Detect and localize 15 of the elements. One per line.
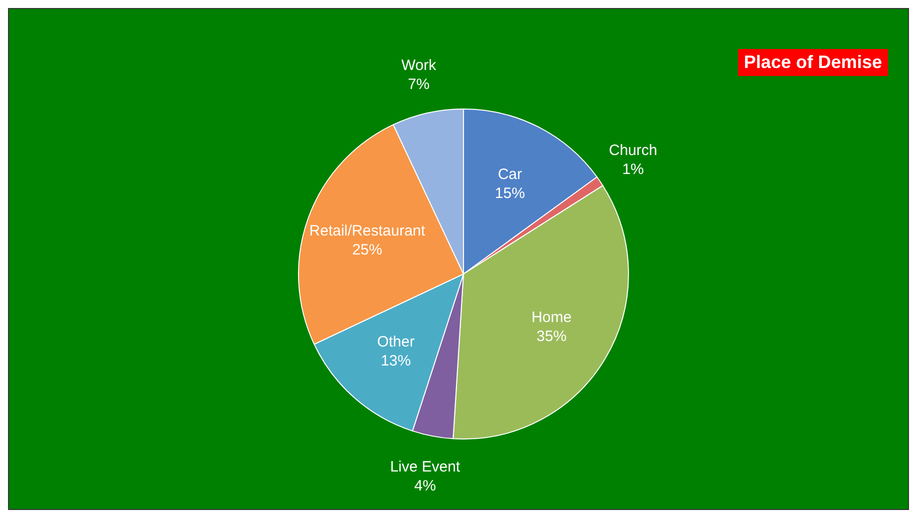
text: Place of Demise <box>738 49 888 76</box>
data-label: 15% <box>494 184 525 202</box>
data-label: 13% <box>380 352 411 370</box>
slice-label: Church <box>608 142 658 159</box>
slice-label: Retail/Restaurant <box>309 222 426 240</box>
data-label: 1% <box>622 160 644 178</box>
data-label: 25% <box>352 241 382 258</box>
data-label: 4% <box>414 477 436 494</box>
slice-label: Other <box>377 334 415 351</box>
slice-label: Home <box>532 309 572 326</box>
data-label: 7% <box>408 76 430 93</box>
data-label: 35% <box>536 328 567 346</box>
slice-label: Car <box>498 166 522 183</box>
slice-label: Work <box>401 56 437 74</box>
slice-label: Live Event <box>390 458 461 476</box>
